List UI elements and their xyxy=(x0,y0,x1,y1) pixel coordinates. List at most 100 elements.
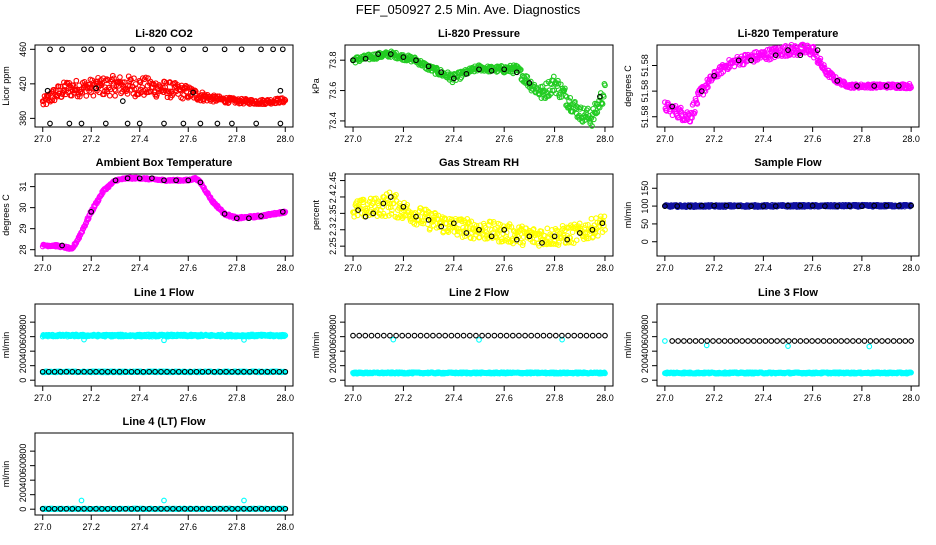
y-tick-label: 73.8 xyxy=(328,51,338,69)
data-point xyxy=(443,333,448,338)
x-tick-label: 27.2 xyxy=(82,263,100,273)
y-tick-label: 0 xyxy=(18,507,28,512)
data-point xyxy=(254,121,259,126)
data-point xyxy=(839,339,844,344)
y-tick-label: 2.25 xyxy=(328,237,338,255)
series-cyan xyxy=(351,370,608,376)
x-tick-label: 27.0 xyxy=(34,393,52,403)
data-point xyxy=(833,339,838,344)
data-point xyxy=(676,339,681,344)
data-point xyxy=(239,47,244,52)
x-tick-label: 27.0 xyxy=(344,393,362,403)
data-point xyxy=(162,121,167,126)
chart-title: Li-820 Pressure xyxy=(438,28,520,40)
x-tick-label: 27.8 xyxy=(228,522,246,532)
y-tick-label: 2.3 xyxy=(328,224,338,237)
data-point xyxy=(113,88,118,93)
y-tick-label: 2.35 xyxy=(328,205,338,223)
x-tick-label: 27.6 xyxy=(495,393,513,403)
y-tick-label: 380 xyxy=(18,111,28,126)
data-point xyxy=(118,75,123,80)
y-tick-label: 800 xyxy=(18,315,28,330)
data-point xyxy=(810,339,815,344)
data-point xyxy=(597,333,602,338)
x-tick-label: 27.0 xyxy=(34,522,52,532)
data-point xyxy=(868,339,873,344)
x-tick-label: 27.4 xyxy=(755,134,773,144)
data-point xyxy=(545,226,550,231)
x-tick-label: 27.4 xyxy=(131,134,149,144)
data-point xyxy=(578,333,583,338)
data-point xyxy=(67,121,72,126)
data-point xyxy=(584,333,589,338)
y-tick-label: 400 xyxy=(640,344,650,359)
x-tick-label: 27.4 xyxy=(131,522,149,532)
data-point xyxy=(369,333,374,338)
y-tick-label: 600 xyxy=(18,329,28,344)
plot-frame xyxy=(657,174,919,256)
data-point xyxy=(566,333,571,338)
chart-title: Line 1 Flow xyxy=(134,287,194,299)
data-point xyxy=(351,333,356,338)
x-tick-label: 27.4 xyxy=(131,393,149,403)
y-tick-label: 51.58 xyxy=(640,80,650,103)
y-tick-label: 200 xyxy=(640,358,650,373)
y-axis-label: degrees C xyxy=(623,65,633,107)
x-tick-label: 27.0 xyxy=(34,134,52,144)
x-tick-label: 27.6 xyxy=(804,263,822,273)
data-point xyxy=(215,121,220,126)
data-point xyxy=(278,121,283,126)
data-point xyxy=(82,47,87,52)
data-point xyxy=(455,333,460,338)
y-tick-label: 600 xyxy=(328,329,338,344)
x-tick-label: 27.2 xyxy=(395,393,413,403)
data-point xyxy=(781,339,786,344)
data-point xyxy=(125,121,130,126)
x-tick-label: 27.4 xyxy=(755,263,773,273)
data-point xyxy=(468,333,473,338)
y-tick-label: 600 xyxy=(18,458,28,473)
data-point xyxy=(786,344,791,349)
data-point xyxy=(101,47,106,52)
y-tick-label: 31 xyxy=(18,182,28,192)
y-tick-label: 200 xyxy=(328,358,338,373)
y-axis-label: ml/min xyxy=(623,332,633,359)
data-point xyxy=(763,339,768,344)
data-point xyxy=(798,339,803,344)
x-tick-label: 27.8 xyxy=(546,263,564,273)
x-tick-label: 27.4 xyxy=(445,134,463,144)
x-tick-label: 27.2 xyxy=(395,263,413,273)
x-tick-label: 27.4 xyxy=(755,393,773,403)
x-tick-label: 27.2 xyxy=(82,522,100,532)
data-point xyxy=(523,333,528,338)
y-tick-label: 800 xyxy=(18,444,28,459)
x-tick-label: 28.0 xyxy=(902,263,920,273)
y-tick-label: 28 xyxy=(18,245,28,255)
x-tick-label: 27.6 xyxy=(179,522,197,532)
series-green xyxy=(351,49,608,128)
data-point xyxy=(363,333,368,338)
data-point xyxy=(281,47,286,52)
x-tick-label: 27.8 xyxy=(228,263,246,273)
x-tick-label: 27.4 xyxy=(131,263,149,273)
data-point xyxy=(79,121,84,126)
data-point xyxy=(230,121,235,126)
data-point xyxy=(412,333,417,338)
data-point xyxy=(775,339,780,344)
data-point xyxy=(167,47,172,52)
data-point xyxy=(121,99,126,104)
series-magenta xyxy=(663,42,914,124)
y-tick-label: 200 xyxy=(18,487,28,502)
data-point xyxy=(693,339,698,344)
x-tick-label: 27.8 xyxy=(228,393,246,403)
y-tick-label: 800 xyxy=(640,315,650,330)
series-black xyxy=(48,47,285,52)
x-tick-label: 27.2 xyxy=(395,134,413,144)
